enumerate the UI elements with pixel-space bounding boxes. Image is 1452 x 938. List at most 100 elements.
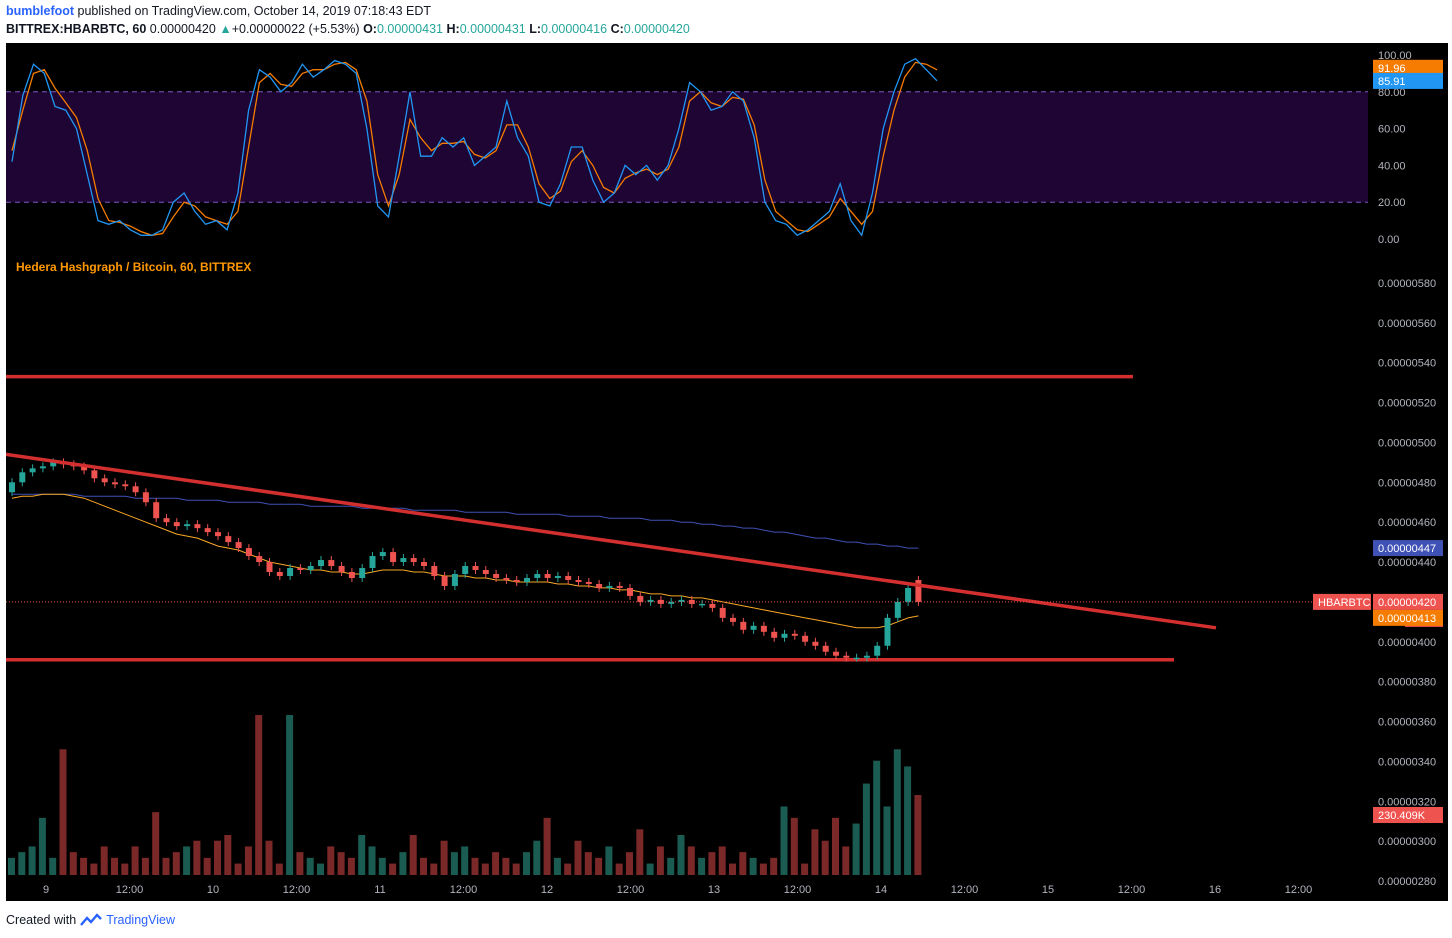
time-axis-tick: 14	[875, 884, 887, 896]
price-axis-tick: 0.00000320	[1378, 796, 1436, 808]
candle-body	[328, 560, 335, 567]
candle-body	[534, 573, 541, 578]
chart-canvas[interactable]: 100.00 80.00 60.00 40.00 20.00 0.00 0.00000580…	[6, 43, 1448, 901]
candle-body	[791, 633, 798, 636]
volume-bar	[275, 863, 283, 875]
candle-body	[39, 466, 46, 469]
volume-bar	[759, 863, 767, 875]
candle-body	[163, 518, 170, 523]
candle-body	[472, 566, 479, 571]
volume-bar	[821, 840, 829, 875]
volume-bar	[790, 817, 798, 875]
ma-fast-badge-bg	[1373, 609, 1443, 626]
symbol-badge-bg	[1313, 593, 1371, 610]
candle-body	[390, 552, 397, 563]
price-axis-tick: 0.00000380	[1378, 677, 1436, 689]
volume-bar	[893, 749, 901, 875]
volume-bar	[450, 852, 458, 875]
price-axis[interactable]: 100.00 80.00 60.00 40.00 20.00 0.00 0.00000580…	[1313, 50, 1443, 888]
volume-bar	[574, 840, 582, 875]
candle-body	[379, 552, 386, 557]
volume-bar	[749, 857, 757, 875]
candle-body	[554, 575, 561, 578]
overbought-oversold-band	[6, 91, 1368, 203]
volume-bar	[347, 857, 355, 875]
volume-bar	[49, 857, 57, 875]
candle-body	[884, 617, 891, 646]
candle-body	[29, 468, 36, 473]
ma-slow-badge: 0.00000447	[1378, 543, 1436, 555]
time-axis-tick: 12:00	[617, 884, 645, 896]
candle-body	[874, 645, 881, 656]
price-axis-tick: 0.00000340	[1378, 756, 1436, 768]
volume-bar	[770, 857, 778, 875]
volume-bar	[193, 840, 201, 875]
volume-bar	[440, 840, 448, 875]
tradingview-brand[interactable]: TradingView	[106, 913, 175, 927]
candle-body	[462, 566, 469, 574]
symbol-line: BITTREX:HBARBTC, 60	[6, 22, 147, 36]
candle-body	[575, 579, 582, 582]
time-axis-tick: 12:00	[450, 884, 478, 896]
candle-body	[245, 548, 252, 557]
candle-body	[905, 587, 912, 602]
time-axis-tick: 12:00	[784, 884, 812, 896]
candle-body	[421, 562, 427, 567]
candle-body	[173, 522, 180, 527]
ma-fast-line	[11, 493, 919, 629]
candle-body	[822, 645, 829, 652]
candle-body	[359, 568, 366, 578]
volume-bar	[584, 852, 592, 875]
volume-bar	[28, 846, 36, 875]
volume-bar	[914, 795, 922, 875]
volume-bar	[564, 863, 572, 875]
price-axis-tick: 0.00000440	[1378, 557, 1436, 569]
candle-body	[894, 601, 901, 618]
volume-bar	[399, 852, 407, 875]
time-axis[interactable]: 9 12:00 10 12:00 11 12:00 12 12:00 13 12:00 14 12:0…	[43, 884, 1312, 896]
time-axis-tick: 15	[1042, 884, 1054, 896]
time-axis-tick: 13	[708, 884, 720, 896]
stoch-d-badge-bg	[1373, 59, 1443, 76]
candle-body	[678, 599, 685, 602]
author-name[interactable]: bumblefoot	[6, 4, 75, 18]
change-value: +0.00000022 (+5.53%)	[231, 22, 360, 36]
volume-bar	[80, 857, 88, 875]
candle-body	[184, 524, 191, 527]
volume-bar	[306, 857, 314, 875]
volume-bar	[255, 715, 263, 875]
candle-body	[276, 572, 283, 576]
price-pane	[6, 374, 1368, 662]
volume-bar	[626, 852, 633, 875]
price-axis-tick: 0.00000560	[1378, 318, 1436, 330]
chart-area[interactable]: 100.00 80.00 60.00 40.00 20.00 0.00 0.00000580…	[6, 43, 1448, 901]
volume-bar	[832, 817, 839, 875]
volume-bar	[471, 857, 479, 875]
volume-bar	[811, 829, 819, 875]
volume-bar	[883, 806, 891, 875]
volume-bar	[100, 846, 108, 875]
candle-body	[482, 570, 489, 574]
volume-bar	[368, 846, 376, 875]
volume-bar	[646, 863, 654, 875]
candle-body	[740, 621, 747, 630]
volume-bar	[852, 823, 860, 875]
candle-body	[307, 566, 314, 571]
candle-body	[318, 560, 324, 567]
volume-bar	[317, 863, 324, 875]
volume-bar	[141, 857, 149, 875]
publish-info: bumblefoot published on TradingView.com,…	[6, 4, 431, 18]
candle-body	[544, 573, 551, 578]
time-axis-tick: 12:00	[1285, 884, 1313, 896]
volume-bar	[69, 852, 77, 875]
high-value: 0.00000431	[459, 22, 526, 36]
candle-body	[81, 466, 88, 471]
volume-bar	[337, 852, 345, 875]
symbol-badge: HBARBTC	[1318, 597, 1371, 609]
candle-body	[91, 470, 98, 479]
volume-bar	[8, 857, 15, 875]
time-axis-tick: 12:00	[283, 884, 311, 896]
candle-body	[596, 583, 603, 588]
volume-bar	[162, 857, 170, 875]
candle-body	[585, 581, 592, 584]
